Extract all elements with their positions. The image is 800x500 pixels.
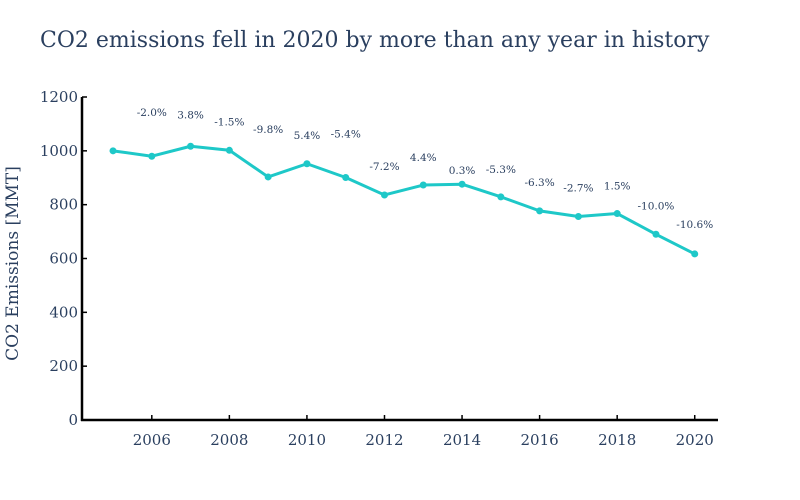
data-point xyxy=(303,160,311,168)
data-label: -10.0% xyxy=(637,200,674,212)
x-axis: 2006 2008 2010 2012 2014 2016 2018 2020 xyxy=(81,415,718,449)
y-axis: 0 200 400 600 800 1000 1200 xyxy=(40,88,87,429)
data-label: -5.3% xyxy=(486,164,516,176)
y-tick-label: 0 xyxy=(68,411,78,429)
y-tick-label: 800 xyxy=(49,196,78,214)
chart-title: CO2 emissions fell in 2020 by more than … xyxy=(40,28,710,53)
data-label: 0.3% xyxy=(449,165,476,177)
series-co2 xyxy=(109,142,699,258)
y-tick-label: 200 xyxy=(49,357,78,375)
data-label: 4.4% xyxy=(410,152,437,164)
data-label: 3.8% xyxy=(177,109,204,121)
data-point xyxy=(458,180,466,188)
data-point xyxy=(342,173,350,181)
data-label: -2.7% xyxy=(563,183,593,195)
x-tick-label: 2016 xyxy=(521,431,559,449)
data-label: -1.5% xyxy=(214,116,244,128)
x-tick-label: 2012 xyxy=(365,431,403,449)
data-label: -9.8% xyxy=(253,124,283,136)
y-tick-label: 1000 xyxy=(40,142,78,160)
data-label: -5.4% xyxy=(331,128,361,140)
x-tick-label: 2020 xyxy=(676,431,714,449)
data-point xyxy=(264,173,272,181)
data-point xyxy=(691,250,699,258)
data-labels: -2.0% 3.8% -1.5% -9.8% 5.4% -5.4% -7.2% 4.4% 0.3… xyxy=(137,107,714,231)
data-point xyxy=(419,181,427,189)
y-tick-label: 1200 xyxy=(40,88,78,106)
data-label: 1.5% xyxy=(604,181,631,193)
x-tick-label: 2010 xyxy=(288,431,326,449)
data-point xyxy=(497,193,505,201)
data-point xyxy=(225,146,233,154)
data-point xyxy=(613,210,621,218)
data-point xyxy=(148,152,156,160)
data-point xyxy=(652,230,660,238)
data-label: -2.0% xyxy=(137,107,167,119)
x-tick-label: 2014 xyxy=(443,431,481,449)
data-label: -10.6% xyxy=(676,219,713,231)
x-tick-label: 2006 xyxy=(133,431,171,449)
y-tick-label: 600 xyxy=(49,250,78,268)
data-point xyxy=(109,147,117,155)
data-label: -6.3% xyxy=(524,177,554,189)
data-point xyxy=(380,191,388,199)
series-line xyxy=(112,144,696,256)
data-point xyxy=(574,213,582,221)
x-tick-label: 2008 xyxy=(210,431,248,449)
x-tick-label: 2018 xyxy=(598,431,636,449)
y-axis-label: CO2 Emissions [MMT] xyxy=(3,166,23,361)
y-tick-label: 400 xyxy=(49,303,78,321)
data-label: 5.4% xyxy=(294,130,321,142)
data-label: -7.2% xyxy=(369,161,399,173)
data-point xyxy=(536,207,544,215)
data-point xyxy=(187,142,195,150)
